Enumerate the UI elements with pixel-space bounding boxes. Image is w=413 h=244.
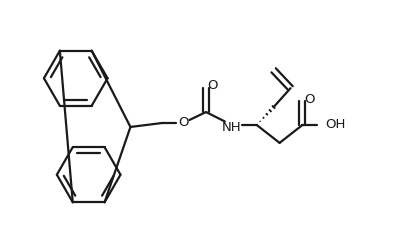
Text: O: O bbox=[207, 79, 218, 92]
Text: O: O bbox=[178, 116, 188, 130]
Text: OH: OH bbox=[325, 119, 345, 132]
Text: NH: NH bbox=[221, 122, 241, 134]
Text: O: O bbox=[304, 93, 314, 106]
